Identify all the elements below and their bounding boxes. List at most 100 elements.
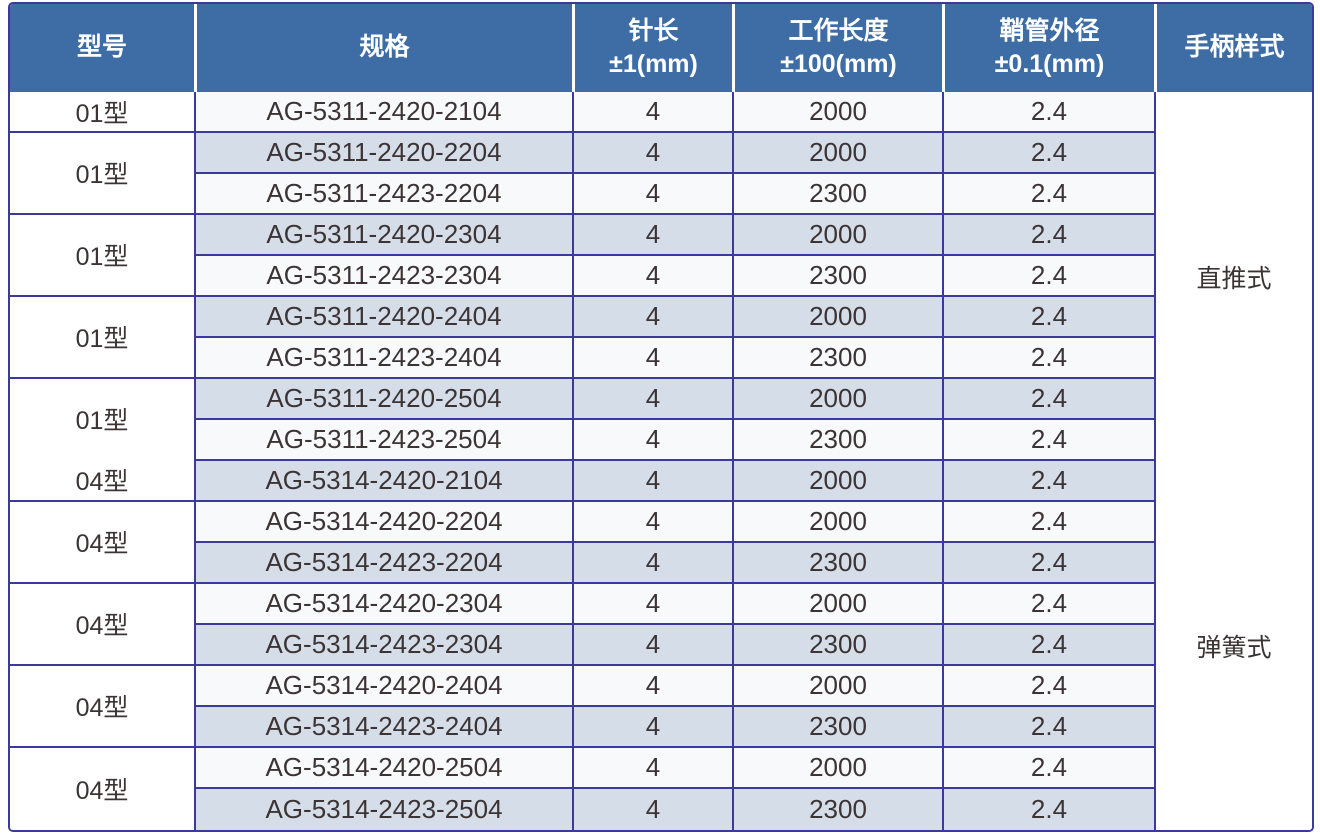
- model-label: 01型: [75, 407, 129, 436]
- needle-length-cell: 4: [572, 338, 732, 379]
- spec-cell: AG-5314-2420-2104: [194, 461, 572, 502]
- model-cell: 04型: [10, 666, 194, 748]
- col-header-label: 针长: [628, 17, 679, 45]
- spec-cell: AG-5311-2420-2504: [194, 379, 572, 420]
- spec-cell: AG-5314-2420-2204: [194, 502, 572, 543]
- model-label: 01型: [75, 325, 129, 353]
- model-label: 01型: [75, 99, 129, 128]
- model-cell: 04型: [10, 502, 194, 584]
- model-cell: 01型: [10, 133, 194, 215]
- needle-length-cell: 4: [572, 584, 732, 625]
- working-length-cell: 2300: [732, 256, 942, 297]
- needle-length-cell: 4: [572, 666, 732, 707]
- working-length-cell: 2300: [732, 707, 942, 748]
- col-header-needle-length: 针长 ±1(mm): [572, 4, 732, 92]
- needle-length-cell: 4: [572, 215, 732, 256]
- model-label: 04型: [75, 694, 129, 722]
- working-length-cell: 2300: [732, 789, 942, 830]
- working-length-cell: 2300: [732, 174, 942, 215]
- spec-cell: AG-5311-2420-2104: [194, 92, 572, 133]
- working-length-cell: 2000: [732, 748, 942, 789]
- sheath-od-cell: 2.4: [942, 502, 1154, 543]
- sheath-od-cell: 2.4: [942, 666, 1154, 707]
- sheath-od-cell: 2.4: [942, 584, 1154, 625]
- model-label: 01型: [75, 161, 129, 189]
- working-length-cell: 2000: [732, 379, 942, 420]
- spec-cell: AG-5311-2423-2504: [194, 420, 572, 461]
- col-header-tolerance: ±100(mm): [780, 49, 897, 78]
- sheath-od-cell: 2.4: [942, 297, 1154, 338]
- needle-length-cell: 4: [572, 133, 732, 174]
- needle-length-cell: 4: [572, 502, 732, 543]
- col-header-working-length: 工作长度 ±100(mm): [732, 4, 942, 92]
- col-header-label: 规格: [359, 33, 410, 62]
- model-cell: 04型: [10, 584, 194, 666]
- sheath-od-cell: 2.4: [942, 625, 1154, 666]
- spec-cell: AG-5311-2420-2204: [194, 133, 572, 174]
- sheath-od-cell: 2.4: [942, 215, 1154, 256]
- working-length-cell: 2300: [732, 625, 942, 666]
- col-header-handle-style: 手柄样式: [1154, 4, 1312, 92]
- sheath-od-cell: 2.4: [942, 256, 1154, 297]
- working-length-cell: 2000: [732, 666, 942, 707]
- model-label: 04型: [75, 530, 129, 558]
- col-header-tolerance: ±1(mm): [609, 49, 698, 78]
- spec-cell: AG-5311-2423-2404: [194, 338, 572, 379]
- table-body: AG-5311-2420-2104 4 2000 2.4 AG-5311-2420-22…: [10, 92, 1312, 830]
- spec-cell: AG-5314-2423-2404: [194, 707, 572, 748]
- sheath-od-cell: 2.4: [942, 707, 1154, 748]
- col-header-label: 工作长度: [788, 17, 889, 45]
- working-length-cell: 2000: [732, 461, 942, 502]
- sheath-od-cell: 2.4: [942, 748, 1154, 789]
- col-header-label: 型号: [76, 33, 127, 62]
- needle-length-cell: 4: [572, 174, 732, 215]
- model-label: 01型: [75, 243, 129, 271]
- sheath-od-cell: 2.4: [942, 174, 1154, 215]
- col-header-label: 手柄样式: [1184, 33, 1285, 62]
- spec-cell: AG-5314-2423-2204: [194, 543, 572, 584]
- col-header-spec: 规格: [194, 4, 572, 92]
- sheath-od-cell: 2.4: [942, 543, 1154, 584]
- sheath-od-cell: 2.4: [942, 461, 1154, 502]
- model-cell: 01型: [10, 92, 194, 133]
- col-header-model: 型号: [10, 4, 194, 92]
- working-length-cell: 2000: [732, 92, 942, 133]
- col-header-label: 鞘管外径: [999, 17, 1100, 45]
- spec-cell: AG-5314-2420-2504: [194, 748, 572, 789]
- sheath-od-cell: 2.4: [942, 133, 1154, 174]
- working-length-cell: 2300: [732, 338, 942, 379]
- working-length-cell: 2000: [732, 502, 942, 543]
- needle-length-cell: 4: [572, 748, 732, 789]
- col-header-sheath-od: 鞘管外径 ±0.1(mm): [942, 4, 1154, 92]
- needle-length-cell: 4: [572, 420, 732, 461]
- model-cell: 04型: [10, 748, 194, 830]
- needle-length-cell: 4: [572, 256, 732, 297]
- spec-cell: AG-5311-2420-2304: [194, 215, 572, 256]
- model-cell: 01型 04型: [10, 379, 194, 502]
- working-length-cell: 2000: [732, 584, 942, 625]
- handle-style-cell: 弹簧式: [1154, 461, 1312, 830]
- spec-cell: AG-5314-2423-2304: [194, 625, 572, 666]
- sheath-od-cell: 2.4: [942, 379, 1154, 420]
- spec-cell: AG-5314-2420-2404: [194, 666, 572, 707]
- table-header: 型号 规格 针长 ±1(mm) 工作长度 ±100(mm) 鞘管外径 ±0.1(…: [10, 4, 1312, 92]
- model-label: 04型: [75, 467, 129, 496]
- needle-length-cell: 4: [572, 707, 732, 748]
- sheath-od-cell: 2.4: [942, 338, 1154, 379]
- model-cell: 01型: [10, 297, 194, 379]
- model-label: 04型: [75, 777, 129, 805]
- spec-cell: AG-5311-2423-2304: [194, 256, 572, 297]
- working-length-cell: 2000: [732, 215, 942, 256]
- spec-cell: AG-5314-2423-2504: [194, 789, 572, 830]
- sheath-od-cell: 2.4: [942, 789, 1154, 830]
- working-length-cell: 2300: [732, 543, 942, 584]
- working-length-cell: 2000: [732, 133, 942, 174]
- spec-cell: AG-5311-2423-2204: [194, 174, 572, 215]
- needle-length-cell: 4: [572, 625, 732, 666]
- needle-length-cell: 4: [572, 92, 732, 133]
- needle-length-cell: 4: [572, 789, 732, 830]
- needle-length-cell: 4: [572, 379, 732, 420]
- working-length-cell: 2300: [732, 420, 942, 461]
- model-label: 04型: [75, 612, 129, 640]
- model-cell: 01型: [10, 215, 194, 297]
